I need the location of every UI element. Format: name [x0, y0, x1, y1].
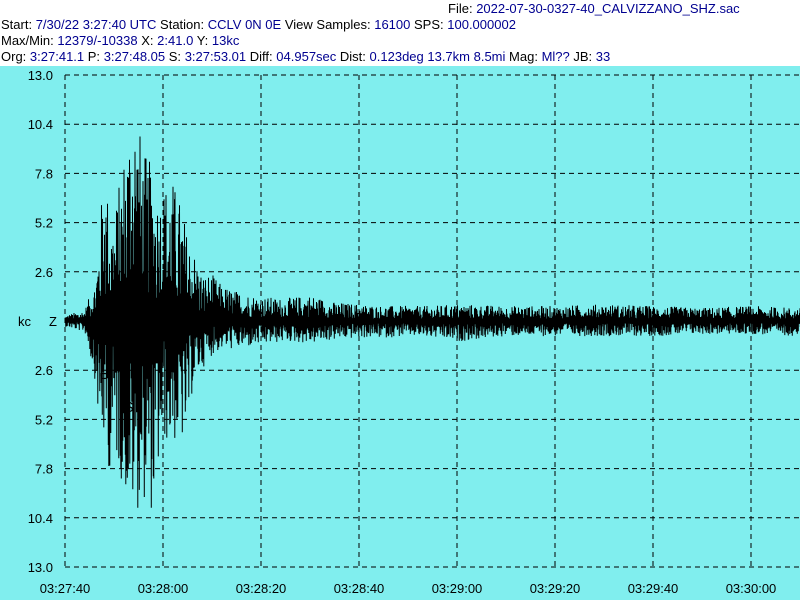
x-tick-label: 03:27:40: [40, 581, 91, 596]
x-tick-label: 03:30:00: [726, 581, 777, 596]
x-tick-label: 03:28:40: [334, 581, 385, 596]
x-tick-label: 03:28:20: [236, 581, 287, 596]
file-name: 2022-07-30-0327-40_CALVIZZANO_SHZ.sac: [476, 1, 740, 16]
seismic-trace-line: [64, 136, 800, 508]
y-tick-label: 13.0: [28, 560, 53, 575]
org-value: 3:27:41.1: [29, 49, 85, 64]
x-label: X:: [141, 33, 154, 48]
maxmin-value: 12379/-10338: [57, 33, 138, 48]
x-tick-label: 03:29:00: [432, 581, 483, 596]
sps-value: 100.000002: [447, 17, 516, 32]
phase-marker-s: S: [124, 399, 134, 416]
y-tick-label: 7.8: [35, 462, 53, 477]
phase-markers: PS: [99, 370, 133, 416]
s-value: 3:27:53.01: [184, 49, 247, 64]
y-axis-unit-label: kc: [18, 314, 32, 329]
y-tick-label: 10.4: [28, 117, 53, 132]
mag-value: Ml??: [541, 49, 570, 64]
start-value: 7/30/22 3:27:40 UTC: [35, 17, 157, 32]
sps-label: SPS:: [414, 17, 444, 32]
station-label: Station:: [160, 17, 205, 32]
y-tick-label: 5.2: [35, 216, 53, 231]
p-value: 3:27:48.05: [103, 49, 166, 64]
y-tick-label: 2.6: [35, 363, 53, 378]
x-tick-label: 03:29:20: [530, 581, 581, 596]
trace: [64, 136, 800, 508]
y-tick-label: 7.8: [35, 166, 53, 181]
y-tick-label: 2.6: [35, 265, 53, 280]
x-tick-label: 03:28:00: [138, 581, 189, 596]
org-line: Org: 3:27:41.1 P: 3:27:48.05 S: 3:27:53.…: [1, 49, 610, 64]
start-line: Start: 7/30/22 3:27:40 UTC Station: CCLV…: [1, 17, 516, 32]
y-label: Y:: [196, 33, 209, 48]
y-axis-labels: 13.0 10.4 7.8 5.2 2.6 2.6 5.2 7.8 10.4 13.0: [28, 68, 53, 575]
mag-label: Mag:: [509, 49, 538, 64]
start-label: Start:: [1, 17, 33, 32]
view-samples-value: 16100: [374, 17, 411, 32]
phase-marker-p: P: [99, 370, 109, 387]
diff-label: Diff:: [249, 49, 273, 64]
y-tick-label: 5.2: [35, 412, 53, 427]
jb-label: JB:: [573, 49, 593, 64]
org-label: Org:: [1, 49, 27, 64]
view-samples-label: View Samples:: [284, 17, 371, 32]
y-tick-label: 10.4: [28, 511, 53, 526]
x-value: 2:41.0: [157, 33, 194, 48]
y-value: 13kc: [211, 33, 240, 48]
dist-label: Dist:: [339, 49, 366, 64]
maxmin-line: Max/Min: 12379/-10338 X: 2:41.0 Y: 13kc: [1, 33, 239, 48]
jb-value: 33: [595, 49, 611, 64]
maxmin-label: Max/Min:: [1, 33, 54, 48]
x-axis-labels: 03:27:40 03:28:00 03:28:20 03:28:40 03:29:00…: [40, 581, 777, 596]
x-tick-label: 03:29:40: [628, 581, 679, 596]
channel-label: Z: [49, 314, 57, 329]
y-tick-label: 13.0: [28, 68, 53, 83]
s-label: S:: [168, 49, 182, 64]
station-value: CCLV 0N 0E: [207, 17, 282, 32]
file-line: File: 2022-07-30-0327-40_CALVIZZANO_SHZ.…: [448, 1, 740, 16]
dist-value: 0.123deg 13.7km 8.5mi: [369, 49, 506, 64]
diff-value: 04.957sec: [276, 49, 337, 64]
file-label: File:: [448, 1, 473, 16]
p-label: P:: [87, 49, 101, 64]
